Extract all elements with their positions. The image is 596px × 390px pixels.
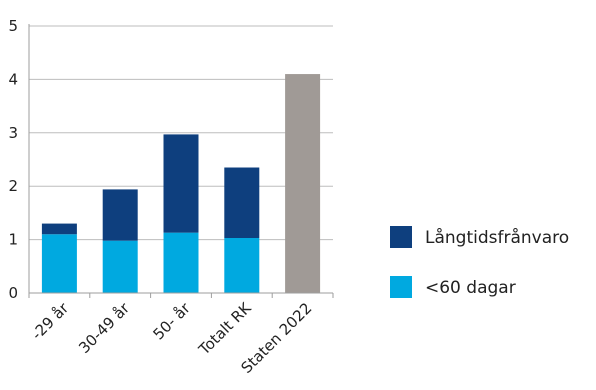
legend-swatch	[390, 276, 412, 298]
bars	[41, 74, 321, 293]
bar-reference	[285, 74, 321, 293]
legend-label: Långtidsfrånvaro	[425, 227, 569, 248]
legend-swatch	[390, 226, 412, 248]
x-category-label: 50- år	[150, 299, 195, 344]
gridlines	[29, 25, 333, 241]
legend-label: <60 dagar	[425, 278, 516, 298]
y-axis-ticks: 0 1 2 3 4 5	[8, 17, 18, 302]
bar-segment-long-term	[163, 134, 199, 233]
bar-segment-short-term	[224, 237, 260, 293]
axes	[28, 24, 334, 298]
bar-segment-short-term	[102, 240, 138, 293]
legend: Långtidsfrånvaro <60 dagar	[390, 226, 569, 298]
bar-segment-short-term	[41, 234, 77, 293]
x-category-label: 30-49 år	[75, 299, 133, 357]
y-tick-label: 4	[8, 70, 18, 88]
bar-segment-long-term	[41, 223, 77, 235]
y-tick-label: 3	[8, 124, 18, 142]
bar-segment-short-term	[163, 232, 199, 293]
y-tick-label: 5	[8, 17, 18, 35]
bar-segment-long-term	[224, 167, 260, 238]
x-category-label: -29 år	[28, 299, 73, 344]
y-tick-label: 0	[8, 284, 18, 302]
y-tick-label: 1	[8, 231, 18, 249]
x-category-label: Totalt RK	[195, 298, 256, 359]
y-tick-label: 2	[8, 177, 18, 195]
bar-segment-long-term	[102, 189, 138, 241]
